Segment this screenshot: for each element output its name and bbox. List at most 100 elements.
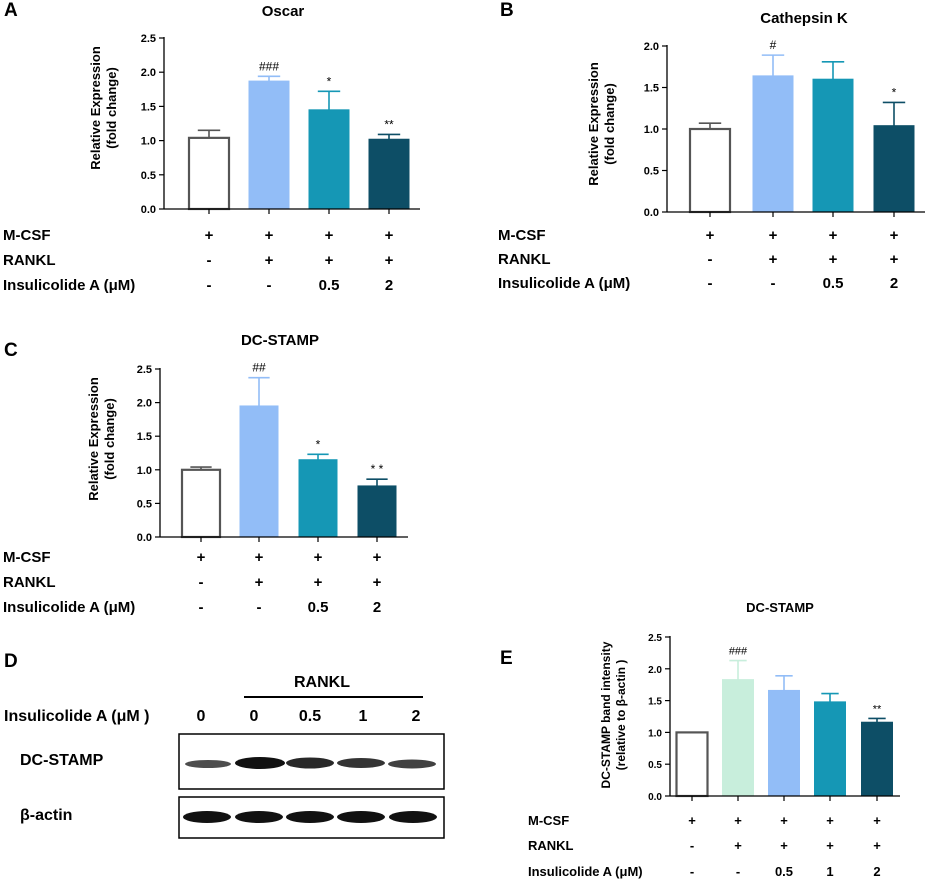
cell: 2 xyxy=(873,864,880,879)
bar xyxy=(357,485,397,538)
cell: + xyxy=(829,227,838,244)
y-tick-label: 1.5 xyxy=(644,83,659,95)
significance-label: # xyxy=(770,38,777,52)
bar xyxy=(873,125,915,213)
cell: - xyxy=(207,252,212,269)
band-label-dc-stamp: DC-STAMP xyxy=(20,752,104,769)
cell: + xyxy=(734,838,742,853)
cell: + xyxy=(769,251,778,268)
row-label-insulicolide-c: Insulicolide A (μM) xyxy=(3,599,135,616)
cell: + xyxy=(373,549,382,566)
band xyxy=(286,757,334,769)
cell: + xyxy=(734,813,742,828)
y-tick-label: 0.0 xyxy=(648,792,662,803)
cell: + xyxy=(688,813,696,828)
cell: + xyxy=(197,549,206,566)
bar xyxy=(861,721,893,797)
cell: + xyxy=(780,838,788,853)
cell: + xyxy=(890,251,899,268)
y-tick-label: 1.0 xyxy=(137,465,152,477)
cell: 2 xyxy=(373,599,381,616)
band xyxy=(337,758,385,768)
cell: + xyxy=(890,227,899,244)
cell: 0.5 xyxy=(308,599,329,616)
panel-b: B Cathepsin K Relative Expression (fold … xyxy=(498,0,925,292)
band xyxy=(183,811,231,823)
row-label-mcsf-c: M-CSF xyxy=(3,549,51,566)
y-tick-label: 2.5 xyxy=(648,633,662,644)
cell: + xyxy=(385,252,394,269)
cell: 0.5 xyxy=(775,864,793,879)
cell: - xyxy=(771,275,776,292)
lane-label: 0 xyxy=(250,708,259,725)
chart-title-dc-stamp-c: DC-STAMP xyxy=(241,332,319,349)
cell: + xyxy=(826,838,834,853)
panel-letter-c: C xyxy=(4,340,18,361)
cell: + xyxy=(385,227,394,244)
cell: + xyxy=(265,252,274,269)
cell: - xyxy=(690,838,694,853)
lane-label: 2 xyxy=(412,708,421,725)
panel-e: E DC-STAMP DC-STAMP band intensity (rela… xyxy=(500,600,900,879)
lane-label: 1 xyxy=(359,708,368,725)
plot-area-a: ###***0.00.51.01.52.02.5 xyxy=(141,33,420,216)
band xyxy=(388,759,436,769)
plot-area-e: ### ** 0.0 0.5 1.0 1.5 2.0 2.5 xyxy=(648,633,900,803)
cell: + xyxy=(255,549,264,566)
y-tick-label: 1.0 xyxy=(648,728,662,739)
y-axis-label-c-line1: Relative Expression xyxy=(86,377,101,501)
cell: - xyxy=(708,275,713,292)
row-label-rankl-c: RANKL xyxy=(3,574,56,591)
panel-d: D RANKL Insulicolide A (μM ) 0 0 0.5 1 2… xyxy=(4,651,445,839)
bar xyxy=(722,679,754,797)
panel-letter-e: E xyxy=(500,648,513,669)
cell: + xyxy=(706,227,715,244)
lane-label: 0 xyxy=(197,708,206,725)
cell: 1 xyxy=(826,864,833,879)
chart-title-dc-stamp-e: DC-STAMP xyxy=(746,600,814,615)
band-label-beta-actin: β-actin xyxy=(20,807,72,824)
y-tick-label: 1.0 xyxy=(141,136,156,148)
significance-label: ** xyxy=(873,703,882,715)
y-axis-label-c-line2: (fold change) xyxy=(102,398,117,480)
row-label-insulicolide-b: Insulicolide A (μM) xyxy=(498,275,630,292)
y-tick-label: 2.0 xyxy=(648,665,662,676)
bar xyxy=(239,405,279,538)
significance-label: * xyxy=(892,85,897,99)
treatment-table-a: M-CSF RANKL Insulicolide A (μM) + + + + … xyxy=(3,227,394,294)
y-tick-label: 0.5 xyxy=(141,170,156,182)
cell: + xyxy=(325,227,334,244)
band xyxy=(337,811,385,823)
cell: 2 xyxy=(385,277,393,294)
insulicolide-row-label-d: Insulicolide A (μM ) xyxy=(4,708,150,725)
panel-letter-b: B xyxy=(500,0,514,21)
y-axis-label-a-line2: (fold change) xyxy=(104,67,119,149)
cell: 0.5 xyxy=(319,277,340,294)
cell: - xyxy=(257,599,262,616)
cell: - xyxy=(736,864,740,879)
cell: + xyxy=(314,549,323,566)
plot-area-b: # * 0.0 0.5 1.0 1.5 2.0 xyxy=(644,38,925,219)
y-axis-label-a-line1: Relative Expression xyxy=(88,46,103,170)
lane-label: 0.5 xyxy=(299,708,321,725)
y-tick-label: 1.5 xyxy=(648,697,662,708)
y-tick-label: 1.0 xyxy=(644,124,659,136)
cell: + xyxy=(769,227,778,244)
bar xyxy=(180,468,222,539)
bar xyxy=(308,109,350,210)
significance-label: ## xyxy=(252,361,266,375)
cell: + xyxy=(780,813,788,828)
row-label-insulicolide-e: Insulicolide A (μM) xyxy=(528,864,643,879)
treatment-table-b: M-CSF RANKL Insulicolide A (μM) + + + + … xyxy=(498,227,899,292)
panel-c: C DC-STAMP Relative Expression (fold cha… xyxy=(3,332,408,616)
significance-label: ### xyxy=(729,646,748,658)
cell: + xyxy=(205,227,214,244)
cell: - xyxy=(690,864,694,879)
treatment-table-c: M-CSF RANKL Insulicolide A (μM) + + + + … xyxy=(3,549,382,616)
panel-letter-a: A xyxy=(4,0,18,21)
y-tick-label: 0.0 xyxy=(137,532,152,544)
y-axis-label-b-line2: (fold change) xyxy=(602,83,617,165)
bar xyxy=(298,459,338,538)
significance-label: ** xyxy=(384,117,394,131)
